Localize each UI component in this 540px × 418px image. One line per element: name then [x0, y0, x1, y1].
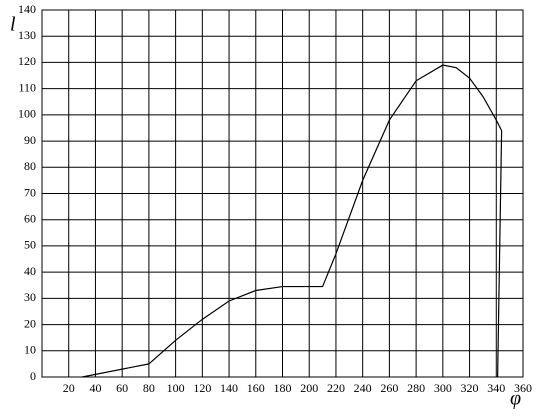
x-tick-label: 40 — [89, 381, 101, 395]
x-tick-label: 160 — [247, 381, 265, 395]
y-tick-label: 100 — [18, 107, 36, 121]
data-line — [81, 64, 503, 378]
x-tick-label: 80 — [143, 381, 155, 395]
x-tick-label: 120 — [193, 381, 211, 395]
y-tick-label: 60 — [24, 211, 36, 225]
y-tick-label: 30 — [24, 290, 36, 304]
x-tick-label: 360 — [514, 381, 532, 395]
x-axis-label: φ — [510, 388, 521, 410]
x-tick-label: 320 — [461, 381, 479, 395]
x-tick-label: 200 — [300, 381, 318, 395]
y-tick-label: 0 — [30, 369, 36, 383]
y-tick-label: 20 — [24, 316, 36, 330]
y-tick-label: 40 — [24, 264, 36, 278]
y-tick-label: 130 — [18, 28, 36, 42]
y-tick-label: 70 — [24, 185, 36, 199]
x-tick-label: 140 — [220, 381, 238, 395]
y-tick-label: 140 — [18, 2, 36, 16]
y-tick-label: 10 — [24, 343, 36, 357]
y-tick-label: 80 — [24, 159, 36, 173]
x-tick-label: 340 — [487, 381, 505, 395]
x-tick-label: 60 — [116, 381, 128, 395]
y-tick-label: 50 — [24, 238, 36, 252]
y-tick-label: 120 — [18, 54, 36, 68]
x-tick-label: 240 — [354, 381, 372, 395]
y-tick-label: 90 — [24, 133, 36, 147]
x-tick-label: 100 — [167, 381, 185, 395]
y-axis-label: l — [10, 14, 16, 36]
x-tick-label: 180 — [274, 381, 292, 395]
x-tick-label: 280 — [407, 381, 425, 395]
x-tick-label: 300 — [434, 381, 452, 395]
x-tick-label: 260 — [380, 381, 398, 395]
y-tick-label: 110 — [18, 80, 36, 94]
x-tick-label: 220 — [327, 381, 345, 395]
x-tick-label: 20 — [63, 381, 75, 395]
